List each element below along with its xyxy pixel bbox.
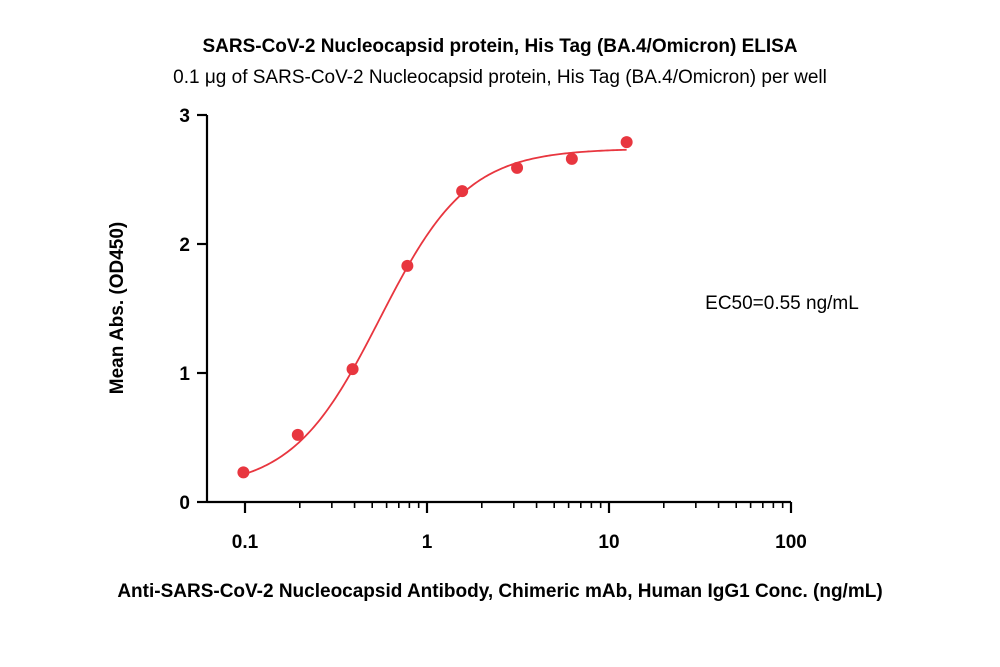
data-point [511, 161, 524, 174]
ticks: 0 1 2 3 0.1 1 10 100 [179, 106, 806, 553]
x-tick-label: 0.1 [232, 532, 259, 553]
data-point [401, 259, 414, 272]
chart-title: SARS-CoV-2 Nucleocapsid protein, His Tag… [202, 36, 797, 57]
data-points [237, 136, 633, 479]
y-axis-title: Mean Abs. (OD450) [107, 222, 128, 394]
ec50-annotation: EC50=0.55 ng/mL [705, 293, 859, 314]
fit-curve-group [243, 148, 627, 476]
axes [205, 115, 791, 504]
data-point [291, 428, 304, 441]
data-point [237, 466, 250, 479]
y-tick-label: 2 [179, 235, 190, 256]
y-tick-label: 3 [179, 106, 190, 127]
fit-curve [243, 148, 627, 476]
data-point [565, 152, 578, 165]
x-tick-label: 100 [775, 532, 807, 553]
x-tick-label: 1 [422, 532, 433, 553]
y-tick-label: 0 [179, 493, 190, 514]
x-tick-label: 10 [598, 532, 619, 553]
data-point [456, 185, 469, 198]
x-axis-title: Anti-SARS-CoV-2 Nucleocapsid Antibody, C… [117, 581, 882, 602]
data-point [346, 363, 359, 376]
y-tick-label: 1 [179, 364, 190, 385]
chart-subtitle: 0.1 μg of SARS-CoV-2 Nucleocapsid protei… [173, 67, 827, 88]
data-point [620, 136, 633, 149]
